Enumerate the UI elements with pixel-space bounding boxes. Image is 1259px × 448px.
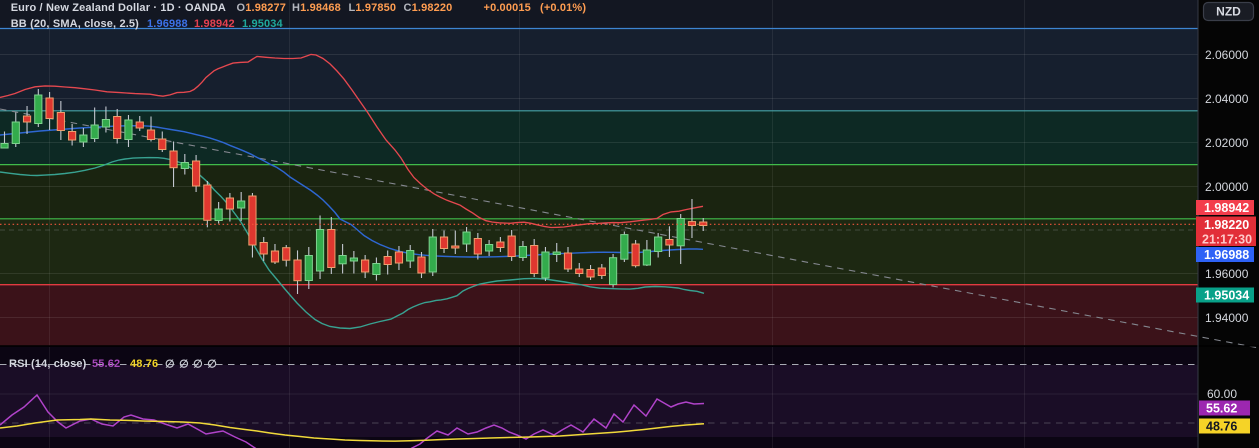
svg-text:NZD: NZD xyxy=(1216,5,1241,19)
svg-text:1.96000: 1.96000 xyxy=(1205,267,1249,281)
svg-text:RSI (14, close): RSI (14, close) xyxy=(9,358,87,370)
svg-text:55.62: 55.62 xyxy=(92,358,120,370)
svg-text:1.96988: 1.96988 xyxy=(147,18,188,30)
svg-text:∅∅∅∅: ∅∅∅∅ xyxy=(165,359,221,371)
svg-text:1.94000: 1.94000 xyxy=(1205,311,1249,325)
svg-text:60.00: 60.00 xyxy=(1207,387,1237,401)
svg-text:1.98942: 1.98942 xyxy=(1204,201,1249,215)
svg-text:2.06000: 2.06000 xyxy=(1205,48,1249,62)
svg-text:1.96988: 1.96988 xyxy=(1204,248,1249,262)
svg-text:2.02000: 2.02000 xyxy=(1205,136,1249,150)
svg-text:BB (20, SMA, close, 2.5): BB (20, SMA, close, 2.5) xyxy=(11,18,139,30)
svg-text:1.98220: 1.98220 xyxy=(1204,218,1249,232)
svg-text:21:17:30: 21:17:30 xyxy=(1202,233,1252,247)
svg-text:2.04000: 2.04000 xyxy=(1205,92,1249,106)
svg-text:1.98942: 1.98942 xyxy=(194,18,235,30)
svg-text:55.62: 55.62 xyxy=(1206,402,1237,416)
svg-text:1.95034: 1.95034 xyxy=(1204,289,1249,303)
svg-text:48.76: 48.76 xyxy=(130,358,158,370)
svg-text:Euro / New Zealand Dollar · 1D: Euro / New Zealand Dollar · 1D · OANDA xyxy=(11,2,226,14)
svg-text:2.00000: 2.00000 xyxy=(1205,180,1249,194)
svg-text:48.76: 48.76 xyxy=(1206,420,1237,434)
svg-text:1.95034: 1.95034 xyxy=(242,18,284,30)
